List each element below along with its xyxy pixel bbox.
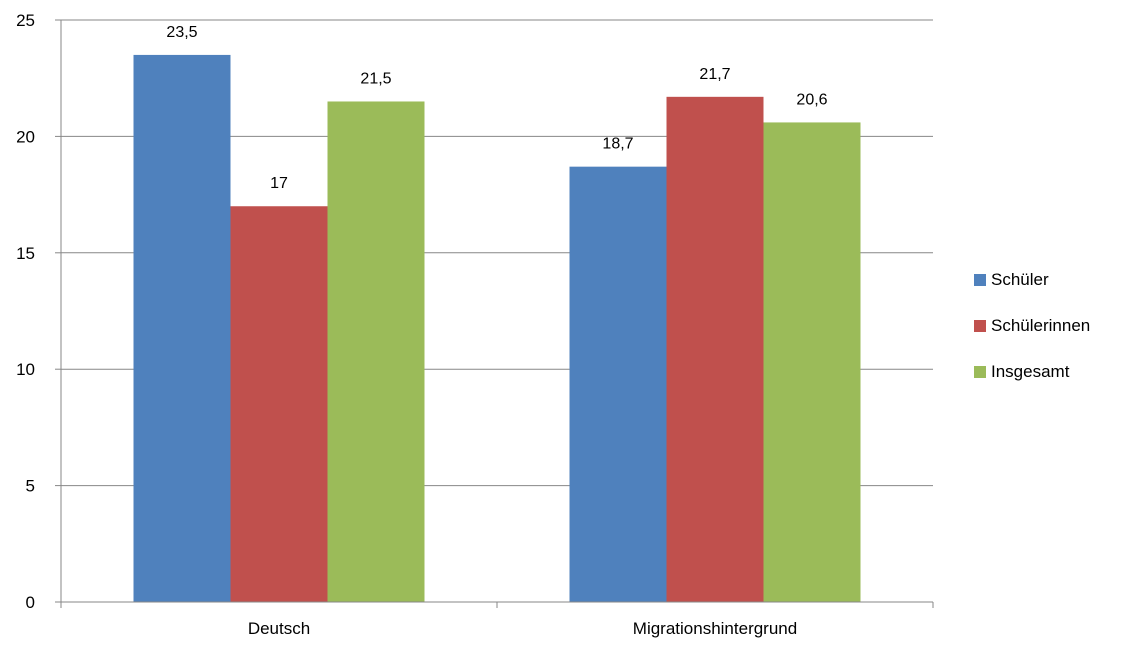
- bar: [569, 166, 667, 602]
- bar: [666, 96, 764, 602]
- legend-item-schuelerinnen: Schülerinnen: [974, 314, 1090, 337]
- y-tick-label: 10: [16, 360, 35, 379]
- legend-item-schueler: Schüler: [974, 268, 1090, 291]
- axes: 0 5 10 15 20 25 Deutsch Migrationshintergrund: [16, 11, 934, 638]
- data-label: 21,7: [699, 66, 730, 83]
- legend-swatch: [974, 273, 986, 286]
- legend-swatch: [974, 319, 986, 332]
- y-tick-label: 20: [16, 127, 35, 146]
- x-tick-label: Migrationshintergrund: [633, 619, 797, 638]
- legend-label: Insgesamt: [991, 361, 1070, 381]
- bars: [133, 54, 861, 603]
- legend-label: Schülerinnen: [991, 315, 1091, 335]
- y-tick-label: 25: [16, 11, 35, 30]
- y-tick-label: 15: [16, 244, 35, 263]
- legend-swatch: [974, 365, 986, 378]
- data-label: 18,7: [602, 136, 633, 153]
- bar: [327, 101, 425, 602]
- data-labels: 23,5 17 21,5 18,7 21,7 20,6: [166, 24, 827, 192]
- data-label: 20,6: [796, 91, 827, 108]
- legend-item-insgesamt: Insgesamt: [974, 360, 1090, 383]
- bar: [763, 122, 861, 602]
- x-tick-label: Deutsch: [248, 619, 310, 638]
- y-tick-label: 5: [26, 477, 35, 496]
- y-tick-label: 0: [26, 593, 35, 612]
- data-label: 17: [270, 175, 288, 192]
- bar: [230, 206, 328, 603]
- data-label: 23,5: [166, 24, 197, 41]
- data-label: 21,5: [360, 70, 391, 87]
- legend-label: Schüler: [991, 269, 1049, 289]
- bar: [133, 54, 231, 603]
- legend: Schüler Schülerinnen Insgesamt: [974, 268, 1090, 406]
